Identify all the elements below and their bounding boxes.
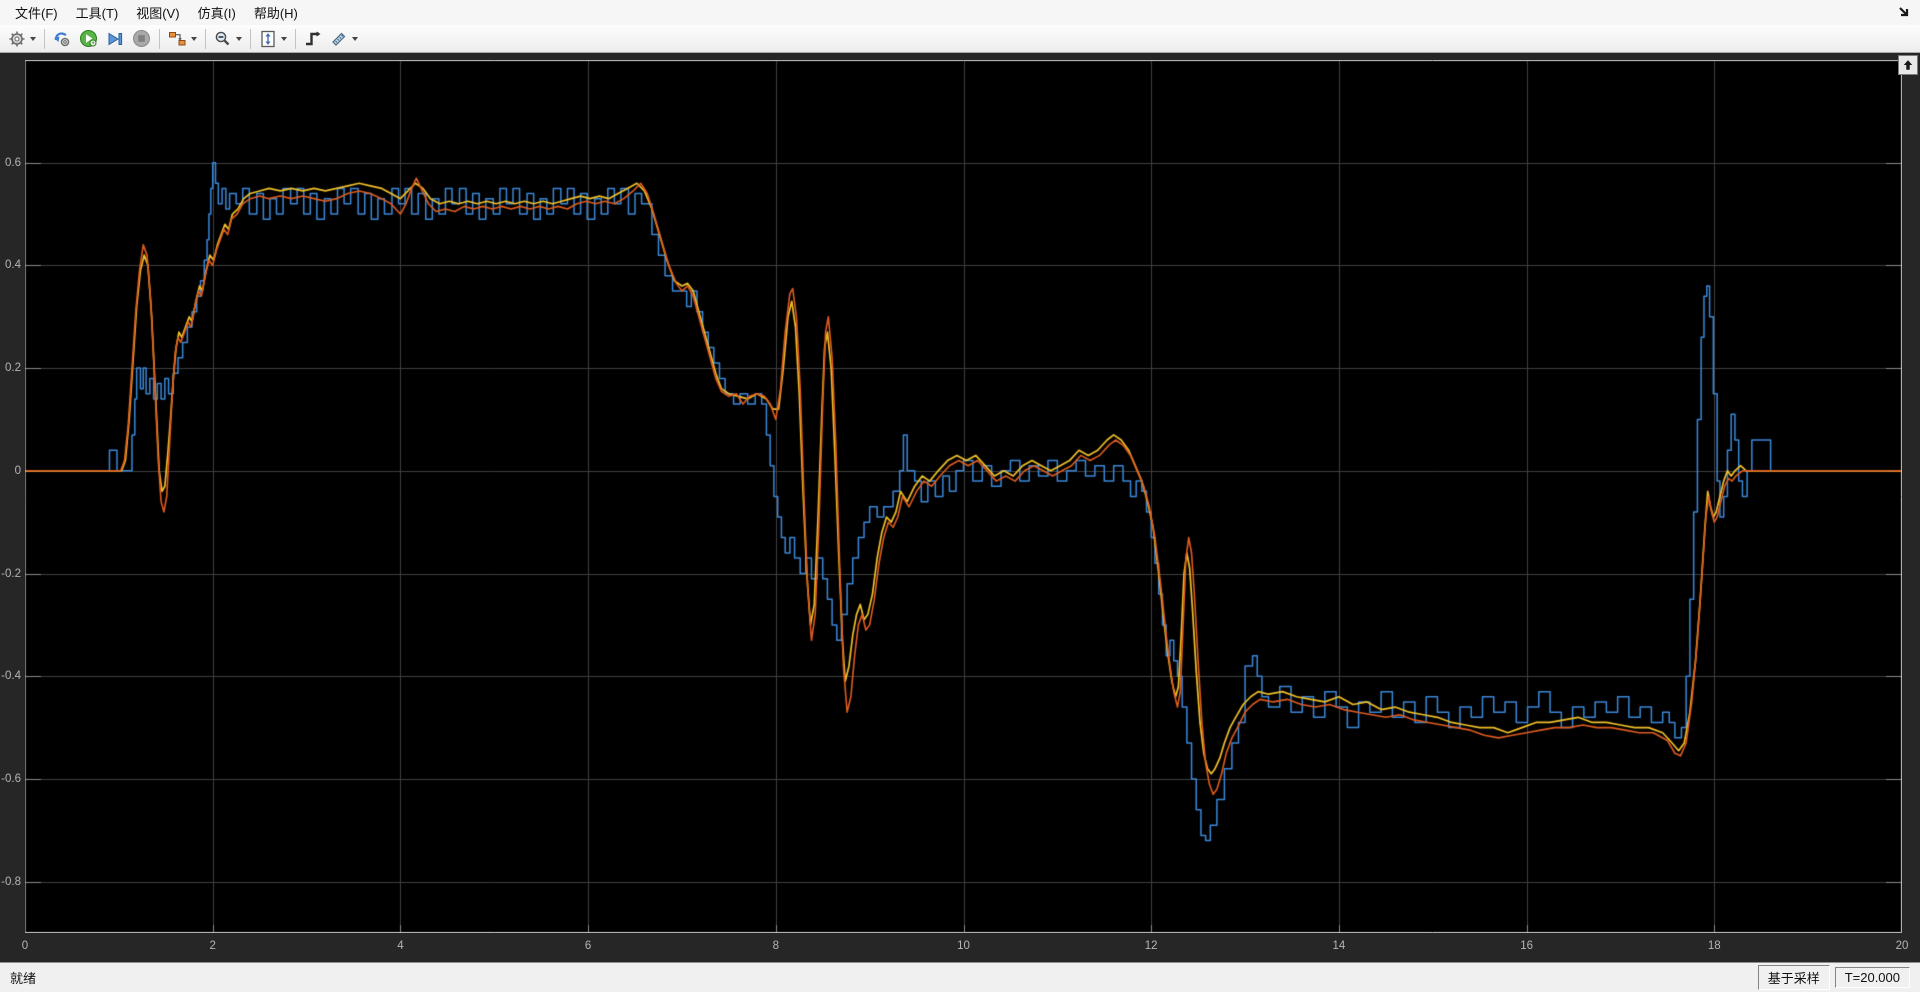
chevron-down-icon [30, 36, 36, 41]
signal-selector-button[interactable] [164, 27, 201, 51]
measurements-ruler-icon [332, 32, 346, 46]
x-tick-label: 8 [772, 940, 779, 952]
menu-view[interactable]: 视图(V) [136, 6, 180, 21]
zoom-out-icon [215, 31, 230, 45]
zoom-out-button[interactable] [210, 27, 246, 51]
settings-button[interactable] [4, 27, 40, 51]
x-tick-label: 20 [1895, 940, 1909, 952]
step-forward-icon [108, 32, 123, 45]
menu-tools[interactable]: 工具(T) [75, 6, 119, 21]
y-tick-label: -0.4 [1, 670, 21, 683]
toolbar-separator [44, 28, 45, 49]
toolbar [0, 25, 1920, 53]
trigger-icon [306, 31, 321, 45]
y-tick-label: -0.6 [1, 772, 21, 785]
simulink-block-icon [54, 32, 70, 46]
x-tick-label: 10 [957, 940, 970, 952]
plot-scroll-up-button[interactable] [1898, 55, 1918, 75]
dock-arrow-icon[interactable] [1896, 4, 1912, 20]
status-bar: 就绪 基于采样 T=20.000 [0, 962, 1920, 992]
fit-to-view-button[interactable] [255, 27, 291, 51]
fit-to-view-icon [261, 30, 275, 47]
y-tick-label: 0.4 [5, 259, 21, 272]
status-time-cell: T=20.000 [1834, 967, 1910, 988]
menu-file[interactable]: 文件(F) [15, 6, 58, 21]
signal-selector-icon [169, 31, 186, 45]
chevron-down-icon [352, 36, 358, 41]
toolbar-separator [159, 28, 160, 49]
go-to-simulink-block-button[interactable] [49, 27, 75, 51]
x-tick-label: 6 [584, 940, 592, 952]
up-arrow-icon [1903, 60, 1913, 70]
toolbar-separator [250, 28, 251, 49]
x-tick-label: 2 [209, 940, 216, 952]
trigger-button[interactable] [300, 27, 326, 51]
run-button[interactable] [75, 27, 102, 51]
x-tick-label: 18 [1707, 940, 1721, 952]
x-tick-label: 4 [397, 940, 404, 952]
y-tick-label: -0.2 [1, 567, 21, 580]
stop-button[interactable] [128, 27, 155, 51]
menu-help[interactable]: 帮助(H) [253, 6, 298, 21]
scope-panel: 0.6 0.4 0.2 0 -0.2 -0.4 -0.6 -0.8 0 2 4 6 8 10 12 14 16… [0, 53, 1920, 962]
y-tick-label: 0.6 [5, 156, 21, 169]
status-ready-text: 就绪 [10, 971, 37, 986]
status-mode-cell: 基于采样 [1757, 965, 1830, 990]
step-forward-button[interactable] [102, 27, 128, 51]
chevron-down-icon [281, 36, 287, 41]
menu-simulation[interactable]: 仿真(I) [197, 6, 236, 21]
y-tick-label: -0.8 [1, 875, 21, 888]
chevron-down-icon [236, 36, 242, 41]
waveform-plot[interactable] [25, 60, 1902, 933]
toolbar-separator [295, 28, 296, 49]
cursor-measurements-button[interactable] [326, 27, 362, 51]
toolbar-separator [205, 28, 206, 49]
x-tick-label: 14 [1332, 940, 1346, 952]
menu-bar: 文件(F) 工具(T) 视图(V) 仿真(I) 帮助(H) [0, 0, 1920, 25]
y-tick-label: 0.2 [5, 362, 21, 375]
run-icon [80, 30, 97, 47]
x-tick-label: 12 [1144, 940, 1158, 952]
x-tick-label: 16 [1520, 940, 1533, 952]
chevron-down-icon [191, 36, 197, 41]
y-tick-label: 0 [14, 464, 21, 477]
x-tick-label: 0 [21, 940, 29, 952]
stop-icon [133, 30, 150, 47]
gear-icon [9, 31, 25, 46]
